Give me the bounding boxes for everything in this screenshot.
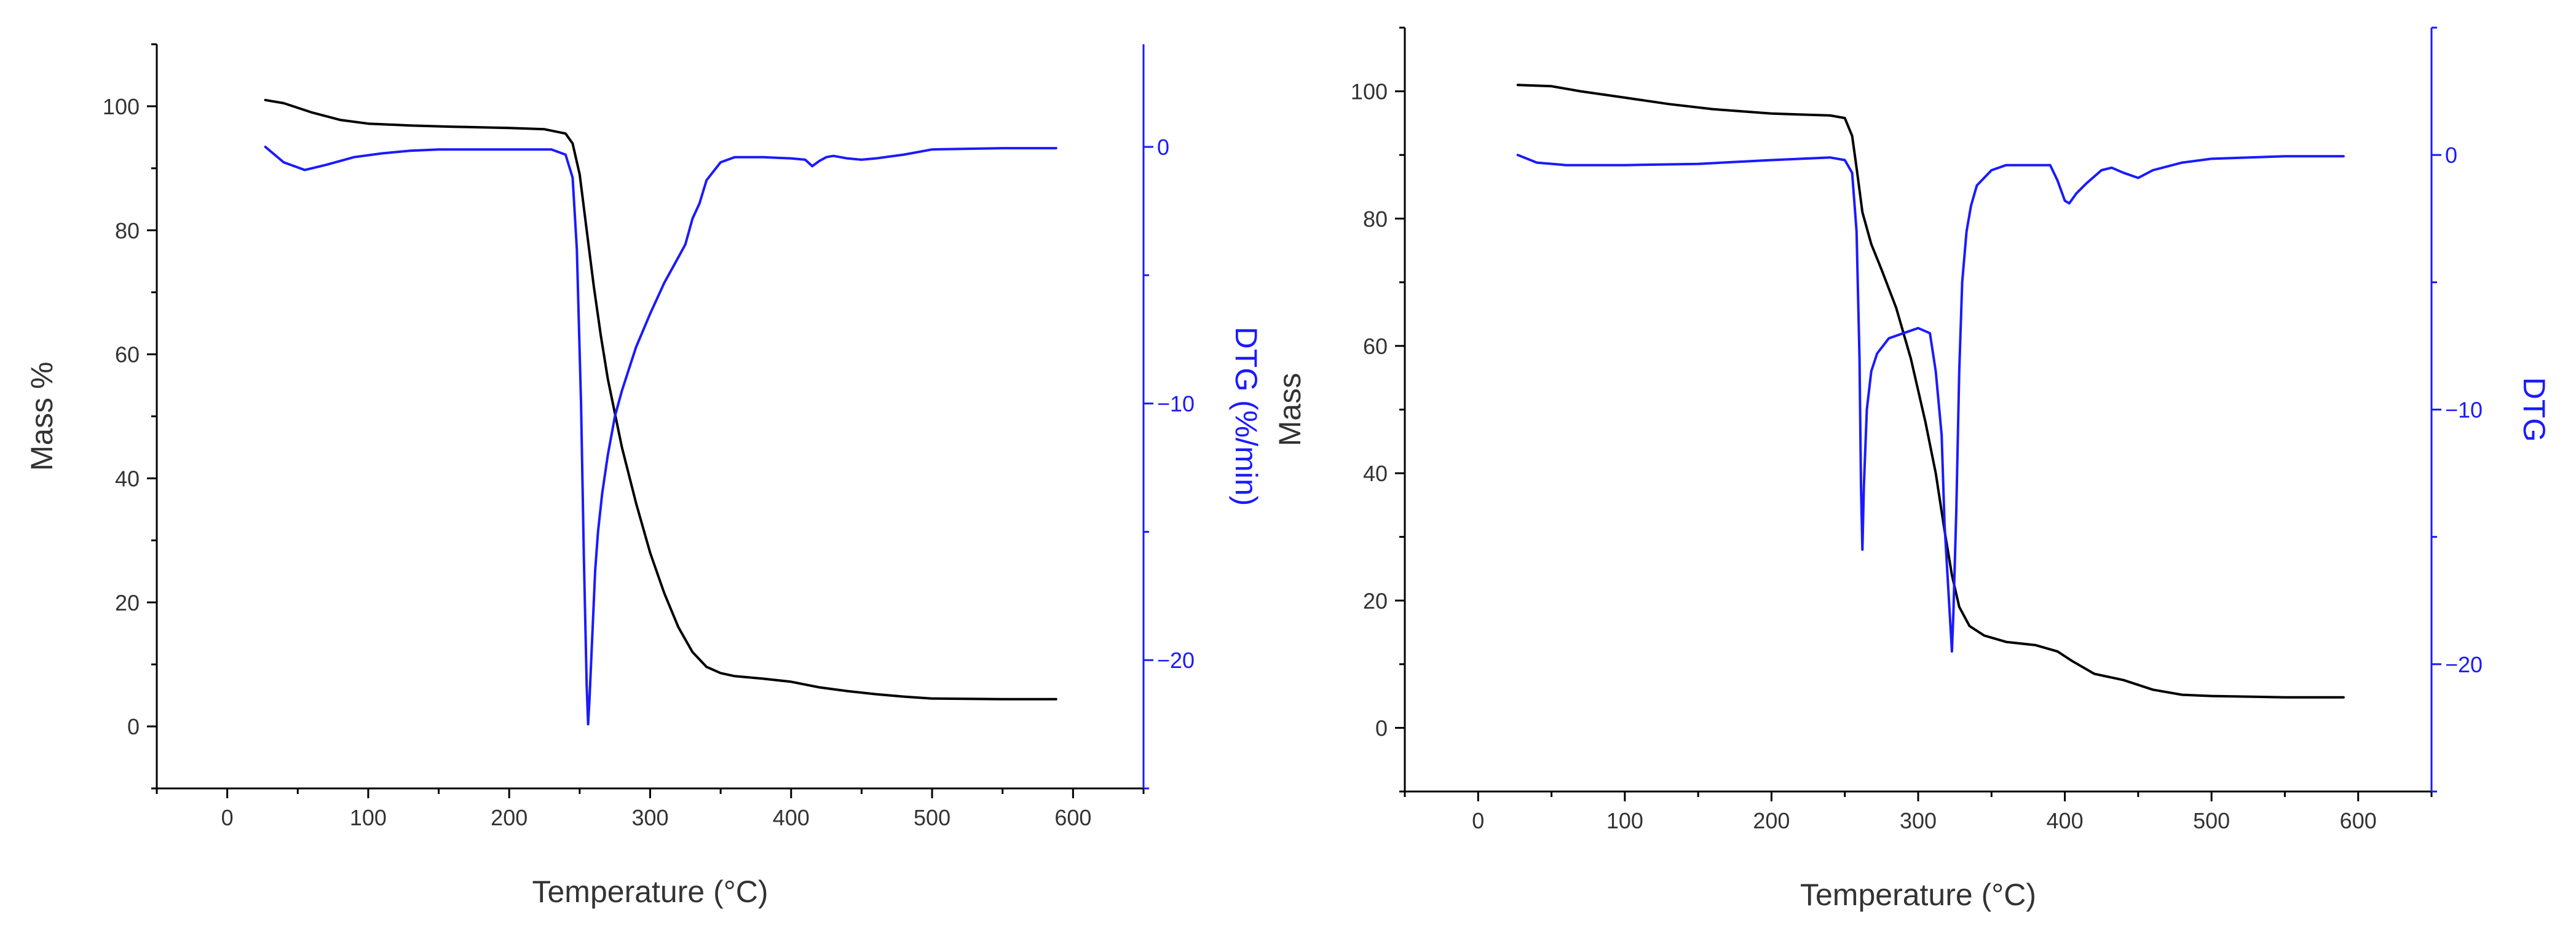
left-tick-label: 40 — [115, 466, 140, 491]
x-tick-label: 200 — [491, 805, 527, 830]
left-tick-label: 0 — [127, 714, 140, 739]
dtg-line — [1516, 154, 2345, 653]
right-tick-label: −20 — [2445, 652, 2483, 677]
left-tick-label: 20 — [1363, 588, 1388, 613]
left-axis-ticks: 0 20 40 60 80 100 — [1351, 26, 1405, 793]
x-tick-label: 100 — [1606, 808, 1643, 833]
x-axis-title: Temperature (°C) — [532, 874, 768, 909]
left-tick-label: 100 — [1351, 79, 1388, 104]
left-tick-label: 60 — [1363, 334, 1388, 359]
left-tga-chart: 0 100 200 300 400 500 600 0 20 40 60 80 100 −20 −10 0… — [25, 43, 1263, 909]
x-tick-label: 500 — [914, 805, 950, 830]
left-tick-label: 80 — [115, 218, 140, 243]
plot-frame — [1404, 28, 2433, 793]
x-tick-label: 300 — [631, 805, 668, 830]
right-axis-title: DTG — [2517, 377, 2551, 442]
x-tick-label: 200 — [1753, 808, 1790, 833]
left-tick-label: 40 — [1363, 461, 1388, 486]
x-tick-label: 400 — [2047, 808, 2084, 833]
left-tick-label: 100 — [103, 94, 140, 119]
x-tick-label: 400 — [773, 805, 810, 830]
left-tick-label: 60 — [115, 342, 140, 367]
right-tick-label: −10 — [1157, 391, 1195, 417]
x-tick-label: 100 — [350, 805, 387, 830]
right-tick-label: 0 — [1157, 135, 1169, 160]
plot-frame — [156, 44, 1145, 790]
x-tick-label: 0 — [1472, 808, 1484, 833]
x-tick-label: 300 — [1900, 808, 1937, 833]
right-axis-ticks: −20 −10 0 — [2432, 26, 2483, 793]
left-axis-title: Mass — [1273, 373, 1307, 446]
right-tick-label: 0 — [2445, 143, 2457, 168]
x-tick-label: 600 — [1054, 805, 1091, 830]
series-group — [1516, 84, 2345, 699]
left-axis-title: Mass % — [25, 362, 59, 471]
mass-line — [264, 98, 1057, 701]
x-axis-ticks: 0 100 200 300 400 500 600 — [156, 788, 1145, 830]
right-tick-label: −20 — [1157, 648, 1195, 673]
dtg-line — [264, 146, 1057, 726]
left-tick-label: 80 — [1363, 206, 1388, 232]
x-tick-label: 0 — [221, 805, 234, 830]
right-axis-title: DTG (%/min) — [1229, 327, 1263, 506]
right-tick-label: −10 — [2445, 398, 2483, 423]
left-axis-ticks: 0 20 40 60 80 100 — [103, 43, 157, 790]
x-tick-label: 500 — [2193, 808, 2230, 833]
x-axis-title: Temperature (°C) — [1800, 878, 2036, 912]
series-group — [264, 98, 1057, 726]
mass-line — [1516, 84, 2345, 699]
right-axis-ticks: −20 −10 0 — [1144, 135, 1195, 790]
right-tga-chart: 0 100 200 300 400 500 600 0 20 40 60 80 100 −20 −10 0… — [1273, 26, 2551, 912]
left-tick-label: 0 — [1375, 715, 1388, 740]
x-tick-label: 600 — [2340, 808, 2377, 833]
x-axis-ticks: 0 100 200 300 400 500 600 — [1404, 792, 2433, 833]
left-tick-label: 20 — [115, 590, 140, 615]
